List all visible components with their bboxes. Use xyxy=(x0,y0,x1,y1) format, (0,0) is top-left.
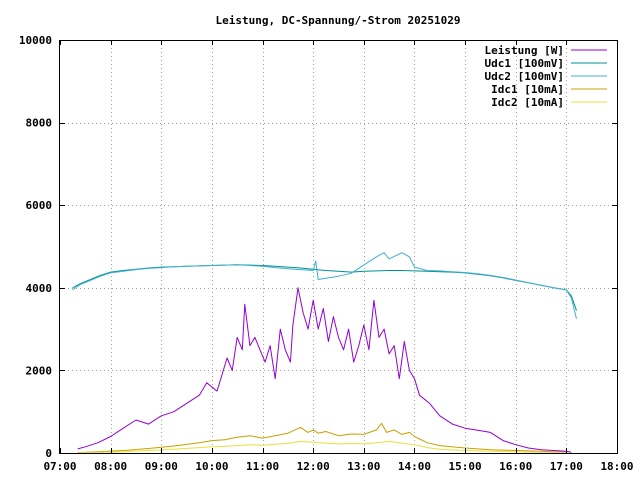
legend: Leistung [W]Udc1 [100mV]Udc2 [100mV]Idc1… xyxy=(485,44,607,109)
x-tick-label: 08:00 xyxy=(94,460,127,473)
x-tick-label: 13:00 xyxy=(347,460,380,473)
legend-label-udc1: Udc1 [100mV] xyxy=(485,57,564,70)
series-line-udc1 xyxy=(72,264,577,311)
legend-label-idc1: Idc1 [10mA] xyxy=(491,83,564,96)
x-tick-label: 16:00 xyxy=(499,460,532,473)
x-tick-label: 11:00 xyxy=(246,460,279,473)
x-tick-label: 10:00 xyxy=(195,460,228,473)
x-tick-label: 17:00 xyxy=(550,460,583,473)
legend-label-leistung: Leistung [W] xyxy=(485,44,564,57)
x-tick-label: 18:00 xyxy=(600,460,633,473)
plot-series xyxy=(72,252,577,454)
series-line-leistung xyxy=(77,287,572,453)
y-tick-label: 0 xyxy=(45,447,52,460)
series-line-idc2 xyxy=(77,440,567,454)
chart-title: Leistung, DC-Spannung/-Strom 20251029 xyxy=(215,14,460,27)
x-tick-label: 09:00 xyxy=(145,460,178,473)
plot-frame xyxy=(59,40,618,454)
x-tick-label: 15:00 xyxy=(449,460,482,473)
x-tick-label: 07:00 xyxy=(43,460,76,473)
legend-label-idc2: Idc2 [10mA] xyxy=(491,96,564,109)
series-line-udc2 xyxy=(72,252,577,319)
grid xyxy=(60,40,617,453)
y-tick-label: 6000 xyxy=(26,199,53,212)
x-tick-label: 12:00 xyxy=(297,460,330,473)
x-tick-label: 14:00 xyxy=(398,460,431,473)
axis-ticks: 07:00 08:00 09:00 10:00 11:00 12:00 13:00 14:00… xyxy=(19,34,634,473)
y-tick-label: 10000 xyxy=(19,34,52,47)
legend-label-udc2: Udc2 [100mV] xyxy=(485,70,564,83)
series-line-idc1 xyxy=(77,422,567,454)
y-tick-label: 4000 xyxy=(26,282,53,295)
y-tick-label: 2000 xyxy=(26,364,53,377)
y-tick-label: 8000 xyxy=(26,117,53,130)
